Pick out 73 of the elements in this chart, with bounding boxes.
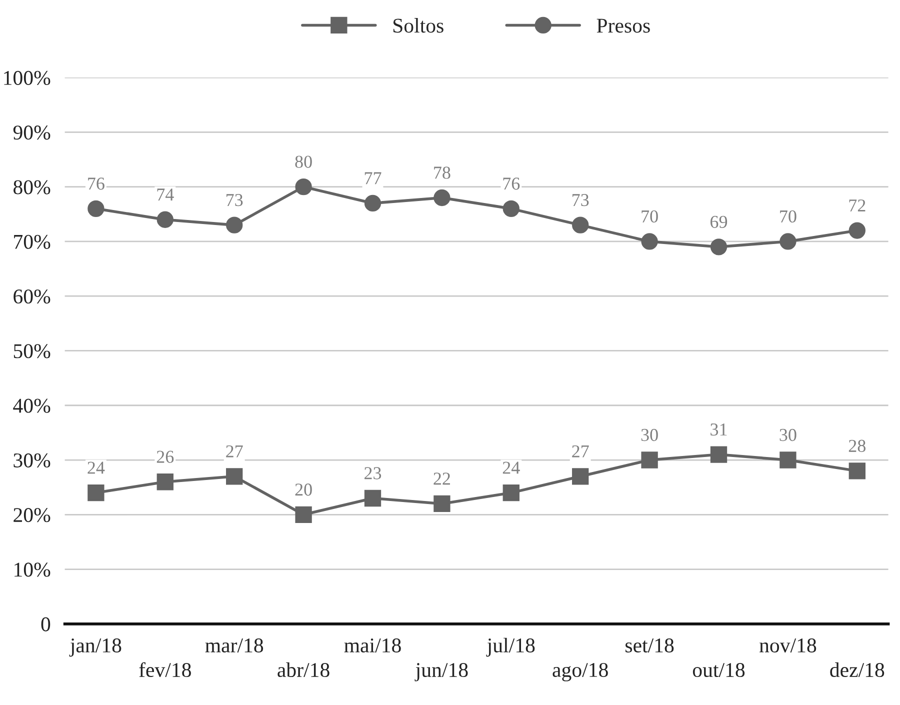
point xyxy=(641,452,658,468)
data-label: 80 xyxy=(295,156,312,168)
x-tick-label: jul/18 xyxy=(486,638,535,657)
point xyxy=(156,211,174,228)
data-label: 26 xyxy=(156,450,174,463)
y-tick-label: 10% xyxy=(14,562,50,577)
y-tick-label: 20% xyxy=(14,508,50,522)
data-label: 23 xyxy=(364,467,382,480)
data-label: 22 xyxy=(434,472,450,485)
x-tick-label: set/18 xyxy=(626,638,674,652)
data-label: 70 xyxy=(642,210,658,223)
point xyxy=(295,178,312,196)
y-tick-label: 50% xyxy=(14,344,50,358)
point xyxy=(848,462,866,480)
point xyxy=(780,233,796,250)
point xyxy=(502,484,520,502)
x-tick-label: nov/18 xyxy=(760,638,816,652)
point xyxy=(226,468,243,485)
data-label: 70 xyxy=(780,210,796,223)
point xyxy=(502,200,520,218)
y-tick-label: 40% xyxy=(13,398,50,413)
x-tick-label: fev/18 xyxy=(139,662,191,678)
point xyxy=(434,189,450,206)
data-label: 31 xyxy=(710,423,727,436)
point xyxy=(780,452,796,468)
data-label: 74 xyxy=(157,188,174,200)
x-tick-label: jan/18 xyxy=(69,638,122,657)
point xyxy=(641,233,658,250)
data-label: 30 xyxy=(641,428,658,442)
point xyxy=(364,194,382,212)
data-label: 20 xyxy=(295,484,312,496)
point xyxy=(295,506,312,523)
x-tick-label: mar/18 xyxy=(205,638,264,652)
x-tick-label: dez/18 xyxy=(830,662,884,678)
data-label: 72 xyxy=(849,199,866,212)
data-label: 24 xyxy=(88,462,105,474)
data-label: 73 xyxy=(572,194,589,206)
data-label: 69 xyxy=(710,216,728,228)
y-tick-label: 60% xyxy=(14,289,50,304)
data-label: 78 xyxy=(434,166,450,179)
x-tick-label: mai/18 xyxy=(344,638,401,652)
x-tick-label: jun/18 xyxy=(414,663,468,682)
x-tick-label: out/18 xyxy=(692,663,745,678)
data-label: 27 xyxy=(572,445,589,458)
x-tick-label: abr/18 xyxy=(278,662,330,678)
point xyxy=(434,495,450,512)
legend-label: Presos xyxy=(596,18,650,33)
x-tick-label: ago/18 xyxy=(552,662,608,682)
point xyxy=(572,468,589,485)
legend-label: Soltos xyxy=(393,18,444,33)
data-label: 77 xyxy=(364,172,382,184)
data-label: 27 xyxy=(226,445,243,458)
point xyxy=(364,490,382,507)
data-label: 76 xyxy=(88,178,104,190)
point xyxy=(156,474,174,490)
point xyxy=(710,238,728,256)
point xyxy=(88,484,104,502)
point xyxy=(848,222,866,239)
y-tick-label: 30% xyxy=(14,453,50,468)
y-tick-label: 90% xyxy=(13,126,50,140)
y-tick-label: 100% xyxy=(4,70,50,86)
data-label: 76 xyxy=(503,178,520,190)
point xyxy=(88,200,104,218)
y-tick-label: 70% xyxy=(14,234,50,249)
data-label: 73 xyxy=(226,194,243,206)
y-tick-label: 80% xyxy=(14,180,50,194)
point xyxy=(572,216,589,234)
data-label: 28 xyxy=(848,440,866,452)
y-tick-label: 0 xyxy=(41,617,50,632)
point xyxy=(226,216,243,234)
data-label: 30 xyxy=(780,428,796,442)
data-label: 24 xyxy=(502,462,520,474)
point xyxy=(710,446,728,463)
